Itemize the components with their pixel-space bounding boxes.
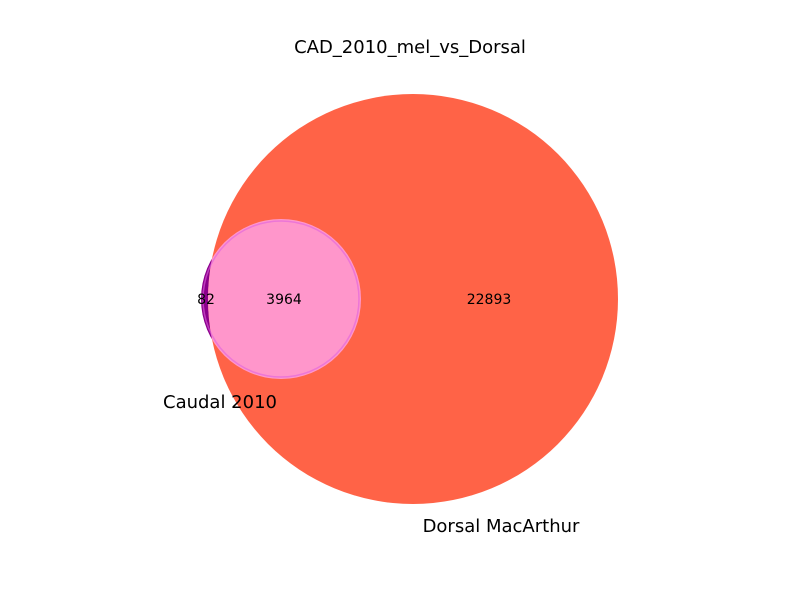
region-count-caudal-only: 82 <box>197 292 215 308</box>
chart-title: CAD_2010_mel_vs_Dorsal <box>294 37 526 58</box>
region-count-dorsal-only: 22893 <box>467 292 512 308</box>
set-a-outline <box>202 220 360 378</box>
region-count-intersection: 3964 <box>266 292 302 308</box>
set-a-label: Caudal 2010 <box>163 392 277 413</box>
set-b-label: Dorsal MacArthur <box>423 516 580 537</box>
set-b-circle <box>208 94 618 504</box>
